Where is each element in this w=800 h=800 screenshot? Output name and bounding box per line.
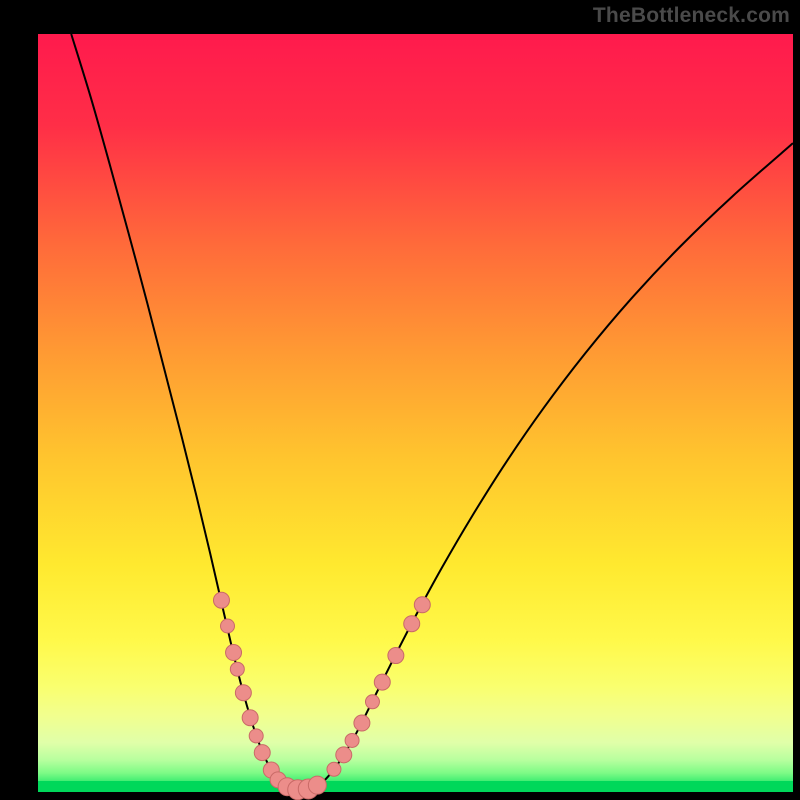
marker-dot [254,745,270,761]
marker-dot [374,674,390,690]
marker-dot [249,729,263,743]
marker-dot [404,616,420,632]
plot-area [38,34,793,792]
marker-dot [226,645,242,661]
marker-dot [230,662,244,676]
bottleneck-curve [71,34,793,791]
curve-layer [38,34,793,792]
marker-dot [308,776,326,794]
marker-dot [221,619,235,633]
marker-dot [365,695,379,709]
marker-dot [414,597,430,613]
marker-dot [327,762,341,776]
marker-dot [242,710,258,726]
canvas-root: TheBottleneck.com [0,0,800,800]
attribution-text: TheBottleneck.com [593,4,790,28]
marker-dot [336,747,352,763]
markers-group [213,592,430,800]
marker-dot [235,685,251,701]
marker-dot [345,733,359,747]
marker-dot [388,648,404,664]
marker-dot [213,592,229,608]
marker-dot [354,715,370,731]
